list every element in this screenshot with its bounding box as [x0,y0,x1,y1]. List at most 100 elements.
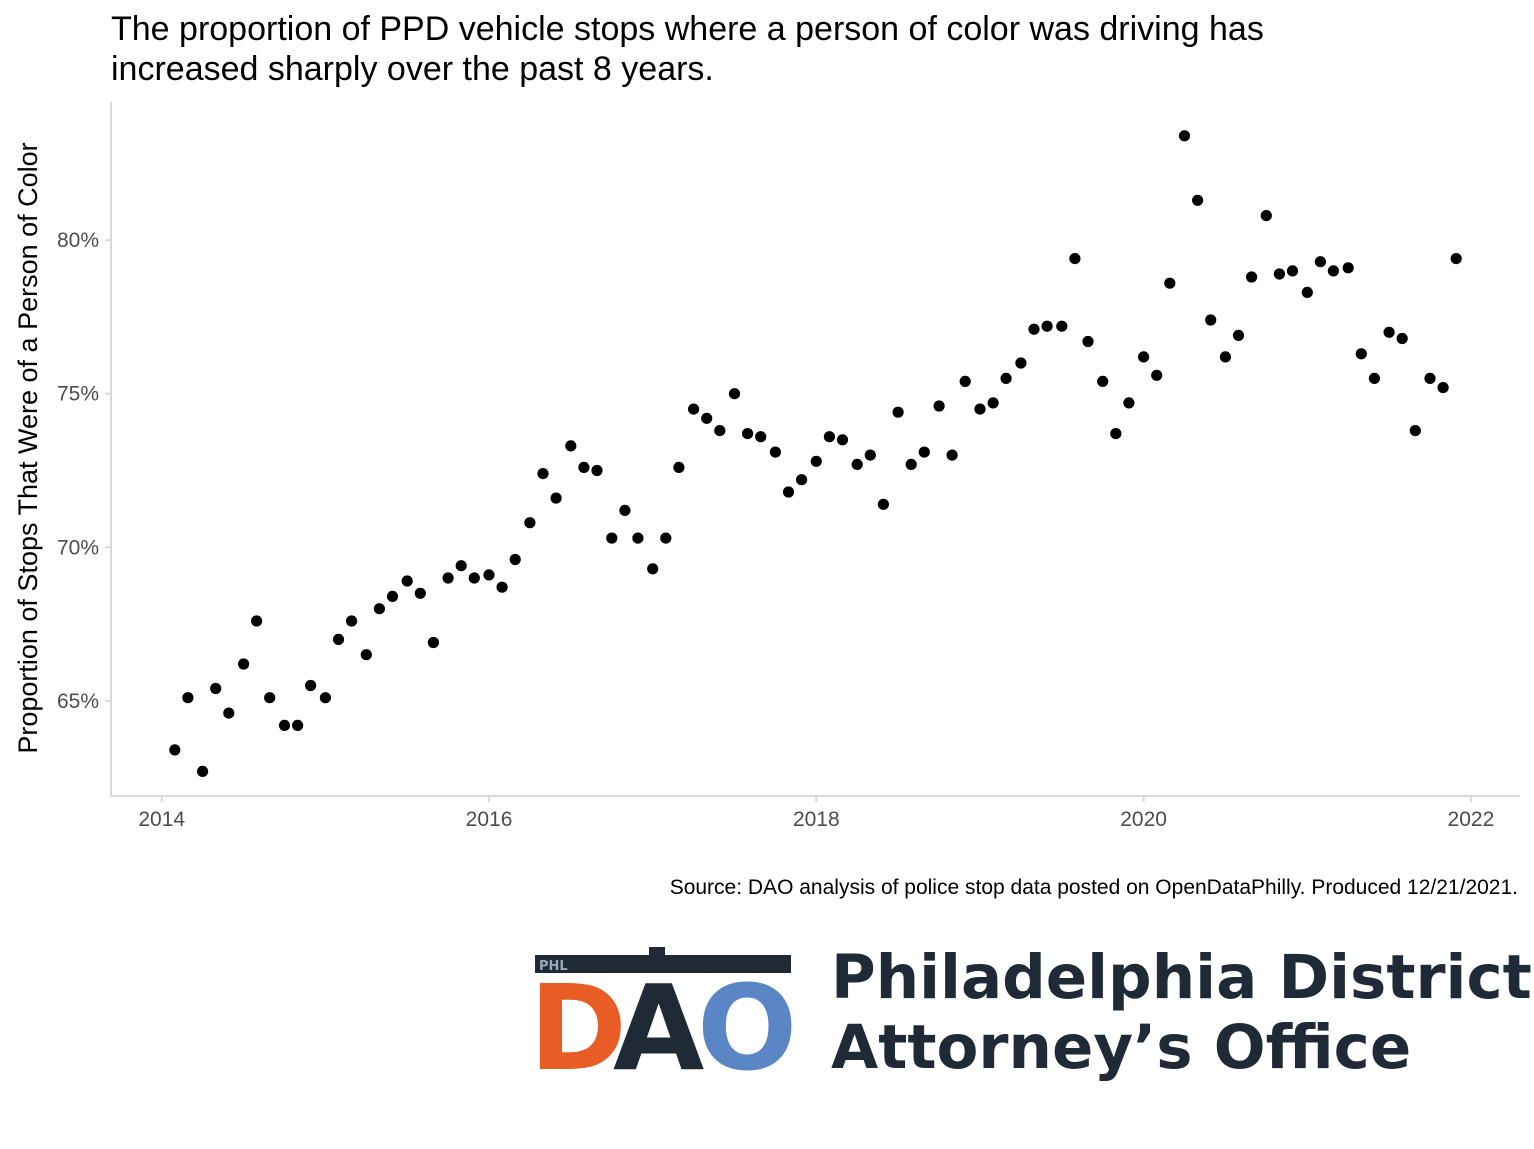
data-point [169,744,181,756]
data-point [933,400,945,412]
chart-title-line-1: The proportion of PPD vehicle stops wher… [111,10,1264,48]
data-point [728,388,741,400]
data-point [701,412,713,424]
data-point [1123,397,1135,409]
data-point [468,572,480,584]
data-point [1138,351,1150,363]
data-point [386,590,399,603]
data-point [264,692,276,704]
data-point [742,428,754,440]
data-point [210,682,222,695]
data-point [238,658,250,670]
data-point [1437,382,1449,394]
x-tick-label: 2014 [138,808,185,831]
logo-letter-a: A [613,959,704,1083]
data-point [673,461,685,473]
logo-badge-text: PHL [539,959,568,974]
data-point [632,532,644,544]
data-point [1260,210,1272,222]
data-point [305,679,317,692]
data-point [373,603,385,615]
data-point [606,532,618,544]
data-point [509,553,521,566]
data-point [1314,256,1326,268]
data-point [401,575,413,587]
data-point [619,504,631,516]
data-point [987,397,999,409]
data-point [1450,253,1462,265]
data-point [346,615,358,627]
logo-org-line-1: Philadelphia District [831,942,1532,1013]
logo-letter-o: O [697,959,795,1083]
y-ticks: 65% 70% 75% 80% [57,229,111,713]
data-point [1246,271,1258,283]
logo-org-line-2: Attorney’s Office [831,1012,1412,1083]
data-point [1041,320,1053,332]
data-point [660,532,672,544]
data-point [1286,265,1299,277]
data-point [1409,425,1421,437]
data-point [565,440,577,452]
data-point [1273,268,1285,280]
data-point [918,446,930,458]
x-tick-label: 2016 [466,808,513,831]
data-point [755,431,767,443]
logo-letter-d: D [533,959,627,1083]
chart-title: The proportion of PPD vehicle stops wher… [111,9,1511,89]
chart-title-line-2: increased sharply over the past 8 years. [111,50,714,88]
logo-org-name: Philadelphia District Attorney’s Office [831,943,1532,1083]
data-point [591,464,603,477]
data-point [427,636,439,649]
data-points [169,130,1462,778]
data-point [442,572,454,584]
data-point [182,692,194,704]
logo-top-bar [535,955,791,973]
data-point [483,569,495,581]
data-point [578,461,590,473]
data-point [864,449,876,461]
data-point [1178,130,1191,142]
data-point [1396,332,1408,345]
data-point [360,649,372,661]
data-point [1056,320,1068,332]
dao-logo: PHL D A O Philadelphia District Attorney… [533,943,1532,1093]
data-point [455,560,467,572]
y-tick-label: 75% [57,383,99,406]
data-point [496,581,508,593]
data-point [251,615,263,627]
data-point [1355,348,1367,360]
data-point [1000,372,1012,384]
data-point [1232,329,1245,341]
logo-top-tab [649,947,665,957]
data-point [1342,262,1354,274]
data-point [851,458,863,470]
data-point [877,498,890,510]
data-point [332,633,345,646]
y-tick-label: 80% [57,229,99,252]
source-note: Source: DAO analysis of police stop data… [669,876,1518,899]
data-point [1219,351,1231,363]
data-point [714,425,726,437]
data-point [414,587,426,599]
data-point [319,692,331,704]
x-tick-label: 2022 [1448,808,1495,831]
data-point [223,707,235,719]
scatter-chart: Proportion of Stops That Were of a Perso… [13,102,1520,831]
data-point [1110,428,1122,440]
data-point [278,719,291,732]
data-point [1368,372,1380,384]
data-point [782,486,795,498]
data-point [959,375,971,387]
data-point [892,406,904,418]
data-point [946,449,958,461]
dao-logo-mark: PHL D A O [533,947,795,1083]
data-point [197,765,209,778]
data-point [905,458,917,470]
x-ticks: 2014 2016 2018 2020 2022 [138,796,1494,831]
x-tick-label: 2018 [793,808,840,831]
data-point [1383,326,1395,338]
data-point [823,431,836,443]
data-point [1069,253,1081,265]
data-point [1192,194,1204,206]
x-tick-label: 2020 [1120,808,1167,831]
